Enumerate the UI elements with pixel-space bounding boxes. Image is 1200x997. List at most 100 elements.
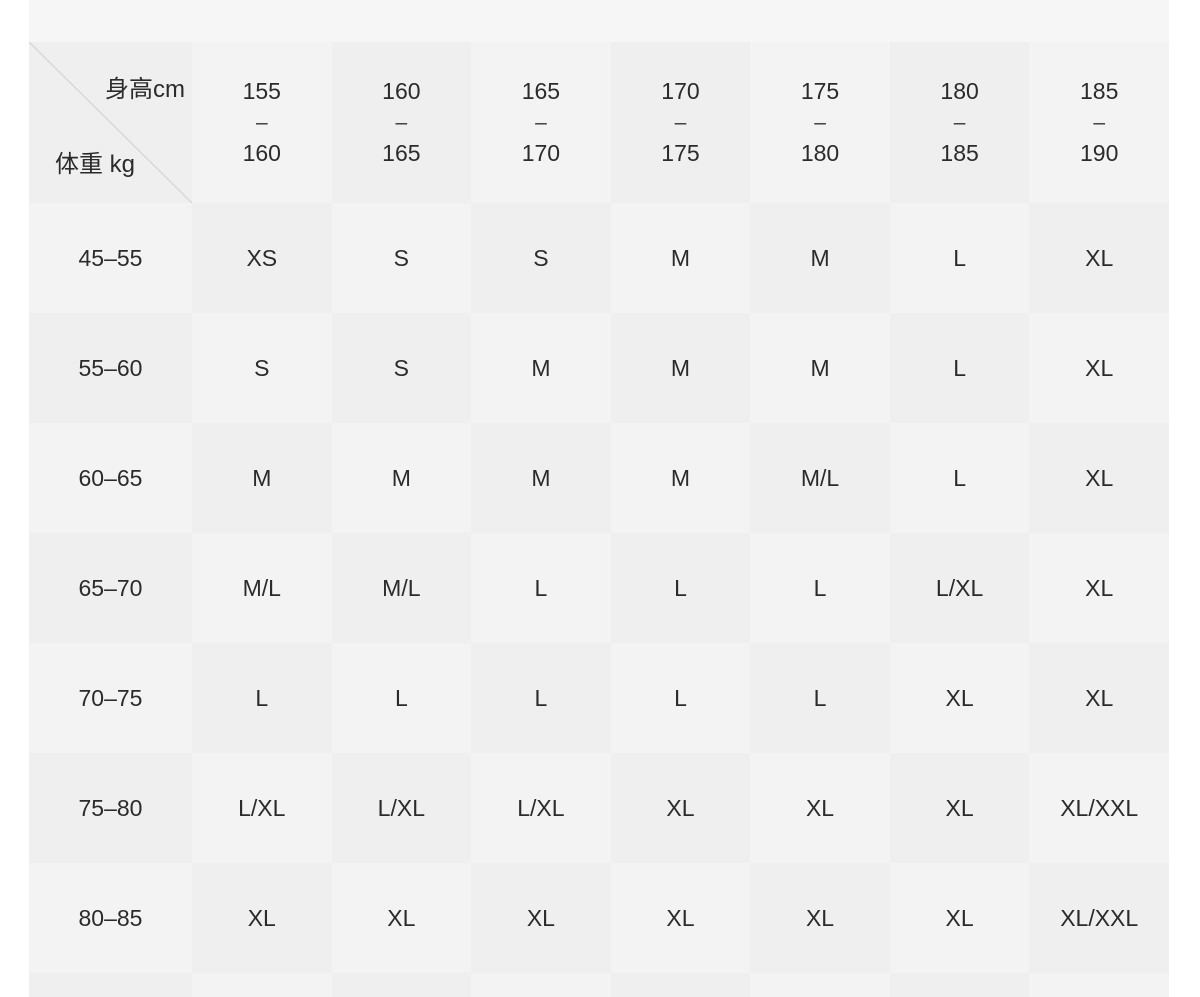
size-chart-panel: 身高cm 体重 kg 155 – 160 160 – 165 165 – 170: [29, 0, 1169, 997]
height-to: 165: [382, 140, 421, 166]
weight-row-header: 60–65: [29, 423, 192, 533]
size-cell: L: [331, 643, 472, 753]
table-row: 45–55 XS S S M M L XL: [29, 203, 1169, 313]
height-column-header: 170 – 175: [610, 42, 751, 203]
size-cell: [471, 973, 611, 997]
range-dash: –: [814, 111, 826, 134]
table-row: 70–75 L L L L L XL XL: [29, 643, 1169, 753]
size-cell: M/L: [192, 533, 332, 643]
height-column-header: 185 – 190: [1029, 42, 1169, 203]
size-cell: XL: [750, 753, 890, 863]
size-cell: L/XL: [331, 753, 472, 863]
size-cell: [192, 973, 332, 997]
size-cell: XL: [1029, 533, 1169, 643]
weight-row-header: [29, 973, 192, 997]
size-cell: XL/XXL: [1029, 863, 1169, 973]
size-cell: L/XL: [471, 753, 611, 863]
size-cell: S: [331, 203, 472, 313]
height-from: 180: [940, 78, 979, 104]
size-cell: L: [750, 533, 890, 643]
size-chart-table: 身高cm 体重 kg 155 – 160 160 – 165 165 – 170: [29, 42, 1169, 997]
size-cell: S: [331, 313, 472, 423]
size-cell: L: [471, 643, 611, 753]
size-cell: XL: [1029, 203, 1169, 313]
size-cell: [331, 973, 472, 997]
size-cell: M/L: [750, 423, 890, 533]
height-to: 180: [800, 140, 840, 166]
range-dash: –: [535, 111, 547, 134]
size-cell: S: [192, 313, 332, 423]
weight-row-header: 45–55: [29, 203, 192, 313]
size-cell: M: [192, 423, 332, 533]
size-cell: L/XL: [192, 753, 332, 863]
size-cell: M: [610, 423, 751, 533]
size-cell: XL: [1029, 423, 1169, 533]
height-to: 190: [1080, 140, 1119, 166]
size-cell: XL: [610, 753, 751, 863]
table-row: 80–85 XL XL XL XL XL XL XL/XXL: [29, 863, 1169, 973]
weight-row-header: 65–70: [29, 533, 192, 643]
height-to: 175: [661, 140, 700, 166]
size-cell: [889, 973, 1030, 997]
height-from: 175: [800, 78, 840, 104]
size-cell: XL: [889, 863, 1030, 973]
height-column-header: 180 – 185: [889, 42, 1030, 203]
height-column-header: 160 – 165: [331, 42, 472, 203]
size-cell: XL/XXL: [1029, 753, 1169, 863]
size-cell: M: [610, 313, 751, 423]
size-cell: S: [471, 203, 611, 313]
diagonal-divider-line: [29, 42, 192, 203]
size-cell: M/L: [331, 533, 472, 643]
size-cell: M: [610, 203, 751, 313]
height-from: 170: [661, 78, 700, 104]
table-row-cutoff: [29, 973, 1169, 997]
weight-axis-label: 体重 kg: [55, 151, 136, 178]
height-from: 155: [242, 78, 281, 104]
height-to: 160: [242, 140, 281, 166]
height-column-header: 175 – 180: [750, 42, 890, 203]
range-dash: –: [255, 111, 268, 134]
size-cell: L: [610, 643, 751, 753]
size-cell: M: [750, 203, 890, 313]
range-dash: –: [674, 111, 687, 134]
height-from: 160: [382, 78, 421, 104]
height-from: 165: [521, 78, 561, 104]
size-cell: L: [889, 423, 1030, 533]
range-dash: –: [953, 111, 966, 134]
size-cell: L: [471, 533, 611, 643]
corner-header-cell: 身高cm 体重 kg: [29, 42, 192, 203]
size-cell: XL: [889, 753, 1030, 863]
size-cell: L: [192, 643, 332, 753]
size-cell: XL: [750, 863, 890, 973]
height-to: 185: [940, 140, 979, 166]
size-cell: [750, 973, 890, 997]
size-cell: L: [750, 643, 890, 753]
weight-row-header: 70–75: [29, 643, 192, 753]
size-cell: L: [889, 203, 1030, 313]
table-row: 55–60 S S M M M L XL: [29, 313, 1169, 423]
height-from: 185: [1080, 78, 1119, 104]
size-cell: M: [471, 313, 611, 423]
weight-row-header: 55–60: [29, 313, 192, 423]
size-cell: M: [750, 313, 890, 423]
size-cell: XL: [471, 863, 611, 973]
height-column-header: 155 – 160: [192, 42, 332, 203]
table-row: 60–65 M M M M M/L L XL: [29, 423, 1169, 533]
weight-row-header: 75–80: [29, 753, 192, 863]
table-row: 65–70 M/L M/L L L L L/XL XL: [29, 533, 1169, 643]
size-cell: XL: [610, 863, 751, 973]
height-column-header: 165 – 170: [471, 42, 611, 203]
size-cell: XL: [1029, 313, 1169, 423]
size-cell: XL: [889, 643, 1030, 753]
size-cell: L/XL: [889, 533, 1030, 643]
height-axis-label: 身高cm: [105, 76, 185, 103]
size-cell: XL: [192, 863, 332, 973]
size-cell: XS: [192, 203, 332, 313]
table-header-row: 身高cm 体重 kg 155 – 160 160 – 165 165 – 170: [29, 42, 1169, 203]
size-cell: [1029, 973, 1169, 997]
size-cell: XL: [1029, 643, 1169, 753]
table-row: 75–80 L/XL L/XL L/XL XL XL XL XL/XXL: [29, 753, 1169, 863]
range-dash: –: [1093, 111, 1106, 134]
size-cell: XL: [331, 863, 472, 973]
size-cell: M: [471, 423, 611, 533]
